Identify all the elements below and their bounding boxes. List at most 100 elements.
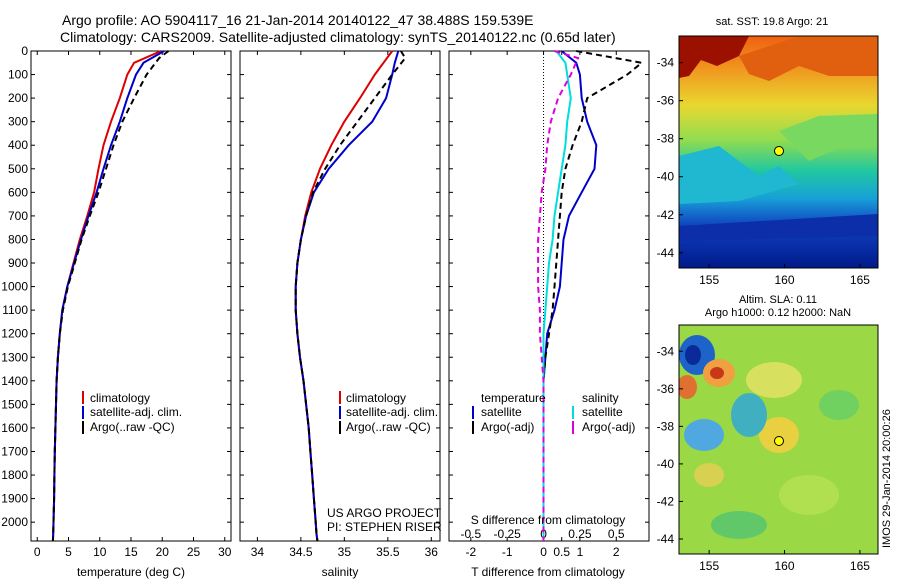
x-tick-label: 36 (425, 545, 439, 559)
depth-tick-label: 1000 (1, 280, 28, 294)
lat-tick-label: -36 (657, 94, 675, 108)
salinity-legend: climatology satellite-adj. clim. Argo(..… (339, 391, 438, 434)
legend-satellite-adj: satellite-adj. clim. (346, 405, 438, 419)
top-x-tick-label: 0.25 (568, 527, 592, 541)
lat-tick-label: -40 (657, 457, 675, 471)
legend-satellite-adj: satellite-adj. clim. (90, 405, 182, 419)
depth-tick-label: 800 (8, 232, 28, 246)
depth-tick-label: 500 (8, 162, 28, 176)
depth-tick-label: 1900 (1, 492, 28, 506)
salinity-xlabel: salinity (322, 565, 359, 579)
series-line-argo-raw-qc- (294, 50, 407, 542)
temperature-legend: climatology satellite-adj. clim. Argo(..… (82, 391, 182, 434)
x-tick-label: 5 (65, 545, 72, 559)
x-tick-label: 2 (613, 545, 620, 559)
temperature-panel-frame (30, 50, 232, 542)
lat-tick-label: -44 (657, 246, 675, 260)
depth-tick-label: 1300 (1, 350, 28, 364)
x-tick-label: 20 (156, 545, 170, 559)
depth-tick-label: 1600 (1, 421, 28, 435)
x-tick-label: 10 (93, 545, 107, 559)
lat-tick-label: -38 (657, 132, 675, 146)
depth-tick-label: 400 (8, 138, 28, 152)
project-note-line1: US ARGO PROJECT (327, 506, 442, 520)
depth-tick-label: 1400 (1, 374, 28, 388)
top-x-tick-label: 0.5 (608, 527, 625, 541)
salinity-panel-frame (239, 50, 441, 542)
x-tick-label: 0.5 (553, 545, 570, 559)
depth-tick-label: 100 (8, 68, 28, 82)
x-tick-label: 34.5 (289, 545, 313, 559)
x-tick-label: 35 (338, 545, 352, 559)
legend-sal-satellite: satellite (582, 405, 623, 419)
x-tick-label: 0 (540, 545, 547, 559)
depth-tick-label: 200 (8, 91, 28, 105)
depth-tick-label: 1700 (1, 444, 28, 458)
depth-tick-label: 2000 (1, 515, 28, 529)
difference-panel-frame (448, 50, 650, 542)
legend-climatology: climatology (346, 391, 406, 405)
depth-axis: 0 100 200 300 400 500 600 700 800 900 1000 1100 1200… (1, 44, 649, 529)
lat-tick-label: -42 (657, 208, 675, 222)
lon-tick-label: 165 (850, 559, 870, 573)
x-tick-label: 0 (34, 545, 41, 559)
top-x-tick-label: -0.25 (494, 527, 522, 541)
lat-tick-label: -34 (657, 344, 675, 358)
x-tick-label: 30 (218, 545, 232, 559)
legend-argo: Argo(..raw -QC) (346, 420, 431, 434)
legend-climatology: climatology (90, 391, 150, 405)
legend-temperature-title: temperature (481, 391, 546, 405)
lon-tick-label: 160 (775, 559, 795, 573)
depth-tick-label: 1200 (1, 327, 28, 341)
depth-tick-label: 1800 (1, 468, 28, 482)
legend-temp-satellite: satellite (481, 405, 522, 419)
sst-map-title: sat. SST: 19.8 Argo: 21 (716, 16, 829, 28)
x-tick-label: -2 (465, 545, 476, 559)
x-tick-label: -1 (502, 545, 513, 559)
legend-sal-argo: Argo(-adj) (582, 420, 635, 434)
lon-tick-label: 165 (850, 273, 870, 287)
x-tick-label: 1 (577, 545, 584, 559)
depth-tick-label: 900 (8, 256, 28, 270)
legend-temp-argo: Argo(-adj) (481, 420, 534, 434)
argo-location-marker-sla (774, 436, 784, 446)
depth-tick-label: 1500 (1, 397, 28, 411)
lat-tick-label: -42 (657, 494, 675, 508)
series-line-salinity-argo-adj- (537, 50, 580, 541)
difference-panel: -2-100.512-0.5-0.2500.250.5 (460, 50, 645, 559)
top-x-tick-label: -0.5 (460, 527, 481, 541)
difference-xlabel: T difference from climatology (471, 565, 625, 579)
x-tick-label: 35.5 (376, 545, 400, 559)
argo-location-marker-sst (774, 146, 784, 156)
legend-argo: Argo(..raw -QC) (90, 420, 175, 434)
lon-tick-label: 155 (699, 559, 719, 573)
map-side-label: IMOS 29-Jan-2014 20:00:26 (881, 409, 893, 548)
sla-map-title-line1: Altim. SLA: 0.11 (739, 294, 817, 306)
depth-tick-label: 600 (8, 185, 28, 199)
x-tick-label: 25 (187, 545, 201, 559)
sla-map-title-line2: Argo h1000: 0.12 h2000: NaN (705, 307, 851, 319)
temperature-panel: 0 5 10 15 20 25 30 (34, 50, 232, 559)
salinity-panel: 34 34.5 35 35.5 36 (251, 50, 439, 559)
map-axes: -34 -36 -38 -40 -42 -44 155 160 165 -34 -36 -38 -40 -… (657, 56, 871, 573)
lat-tick-label: -36 (657, 382, 675, 396)
lat-tick-label: -38 (657, 419, 675, 433)
legend-salinity-title: salinity (582, 391, 619, 405)
lat-tick-label: -44 (657, 532, 675, 546)
lat-tick-label: -40 (657, 170, 675, 184)
depth-tick-label: 700 (8, 209, 28, 223)
x-tick-label: 15 (124, 545, 138, 559)
lon-tick-label: 160 (775, 273, 795, 287)
difference-top-xlabel: S difference from climatology (471, 513, 626, 527)
temperature-xlabel: temperature (deg C) (77, 565, 185, 579)
series-line-temperature-argo-adj- (542, 50, 645, 541)
difference-legend: temperature salinity satellite Argo(-adj… (472, 391, 635, 434)
lon-tick-label: 155 (699, 273, 719, 287)
x-tick-label: 34 (251, 545, 265, 559)
lat-tick-label: -34 (657, 56, 675, 70)
depth-tick-label: 0 (21, 44, 28, 58)
series-line-argo-raw-qc- (51, 50, 170, 542)
project-note-line2: PI: STEPHEN RISER (327, 520, 442, 534)
figure-title-line2: Climatology: CARS2009. Satellite-adjuste… (60, 29, 616, 45)
